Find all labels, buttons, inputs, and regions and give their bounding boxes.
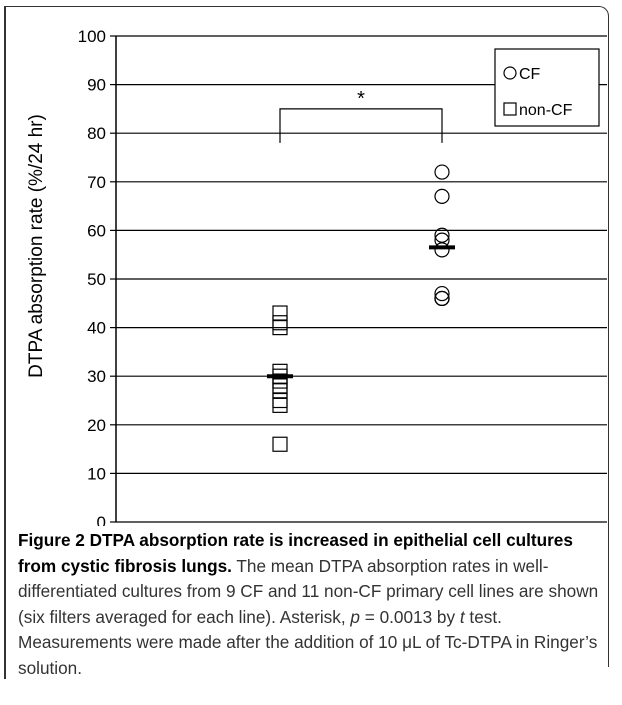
caption-body-2: = 0.0013 by [359, 606, 460, 627]
figure-frame: 0 10 20 30 40 50 60 70 80 90 100 DTPA absorption r… [4, 6, 618, 701]
y-axis-label: DTPA absorption rate (%/24 hr) [26, 114, 47, 378]
y-tick-label: 70 [87, 173, 106, 192]
frame-border [4, 6, 609, 667]
data-point-noncf [272, 397, 288, 413]
legend-circle-marker [503, 66, 517, 80]
caption-body-1: The mean DTPA absorption rates in well-d… [18, 555, 599, 627]
y-tick-label: 90 [87, 76, 106, 95]
y-tick-label: 100 [78, 27, 106, 46]
caption-t-symbol: t [459, 606, 465, 627]
y-tick-label: 80 [87, 124, 106, 143]
caption-p-symbol: p [350, 606, 360, 627]
frame-left-rule [4, 6, 6, 679]
data-point-noncf [272, 320, 288, 336]
caption-title: Figure 2 DTPA absorption rate is increas… [18, 530, 573, 576]
scatter-chart: 0 10 20 30 40 50 60 70 80 90 100 DTPA absorption r… [26, 27, 607, 526]
data-point-cf [434, 164, 450, 180]
y-tick-label: 10 [87, 464, 106, 483]
data-points [272, 164, 450, 452]
y-axis [110, 35, 117, 523]
significance-asterisk: * [357, 88, 365, 110]
data-point-noncf [272, 305, 288, 321]
data-point-noncf [272, 436, 288, 452]
y-tick-label: 50 [87, 270, 106, 289]
y-tick-label: 20 [87, 416, 106, 435]
legend-label-noncf: non-CF [519, 102, 573, 119]
legend-label-cf: CF [519, 66, 541, 83]
legend-box [494, 48, 600, 127]
figure-caption: Figure 2 DTPA absorption rate is increas… [18, 528, 608, 682]
y-tick-labels: 0 10 20 30 40 50 60 70 80 90 100 [78, 27, 106, 526]
caption-body-3: test. Measurements were made after the a… [18, 606, 598, 678]
y-tick-label: 30 [87, 367, 106, 386]
data-point-cf [434, 242, 450, 258]
data-point-noncf [272, 392, 288, 409]
legend: CF non-CF [494, 48, 600, 127]
data-point-noncf [272, 383, 288, 399]
legend-square-marker [503, 102, 517, 116]
bracket-line [279, 108, 443, 143]
mean-bars [267, 245, 455, 379]
significance-bracket: * [279, 88, 443, 143]
data-point-noncf [272, 378, 288, 394]
data-point-cf [434, 285, 450, 302]
data-point-cf [434, 290, 450, 307]
y-tick-label: 40 [87, 319, 106, 338]
data-point-cf [434, 188, 450, 204]
y-tick-label: 60 [87, 221, 106, 240]
gridlines [116, 35, 607, 523]
y-tick-label: 0 [97, 513, 106, 526]
